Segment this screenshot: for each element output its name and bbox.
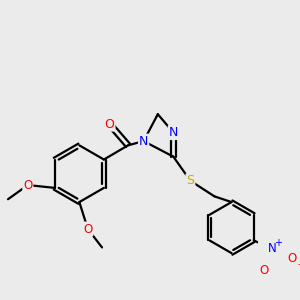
Text: O: O <box>23 178 32 192</box>
Text: S: S <box>186 174 194 187</box>
Text: N: N <box>169 126 178 139</box>
Text: N: N <box>268 242 276 255</box>
Text: O: O <box>259 264 268 277</box>
Text: -: - <box>297 260 300 269</box>
Text: O: O <box>83 223 92 236</box>
Text: +: + <box>274 238 282 248</box>
Text: N: N <box>139 135 148 148</box>
Text: O: O <box>105 118 115 130</box>
Text: O: O <box>287 252 296 265</box>
